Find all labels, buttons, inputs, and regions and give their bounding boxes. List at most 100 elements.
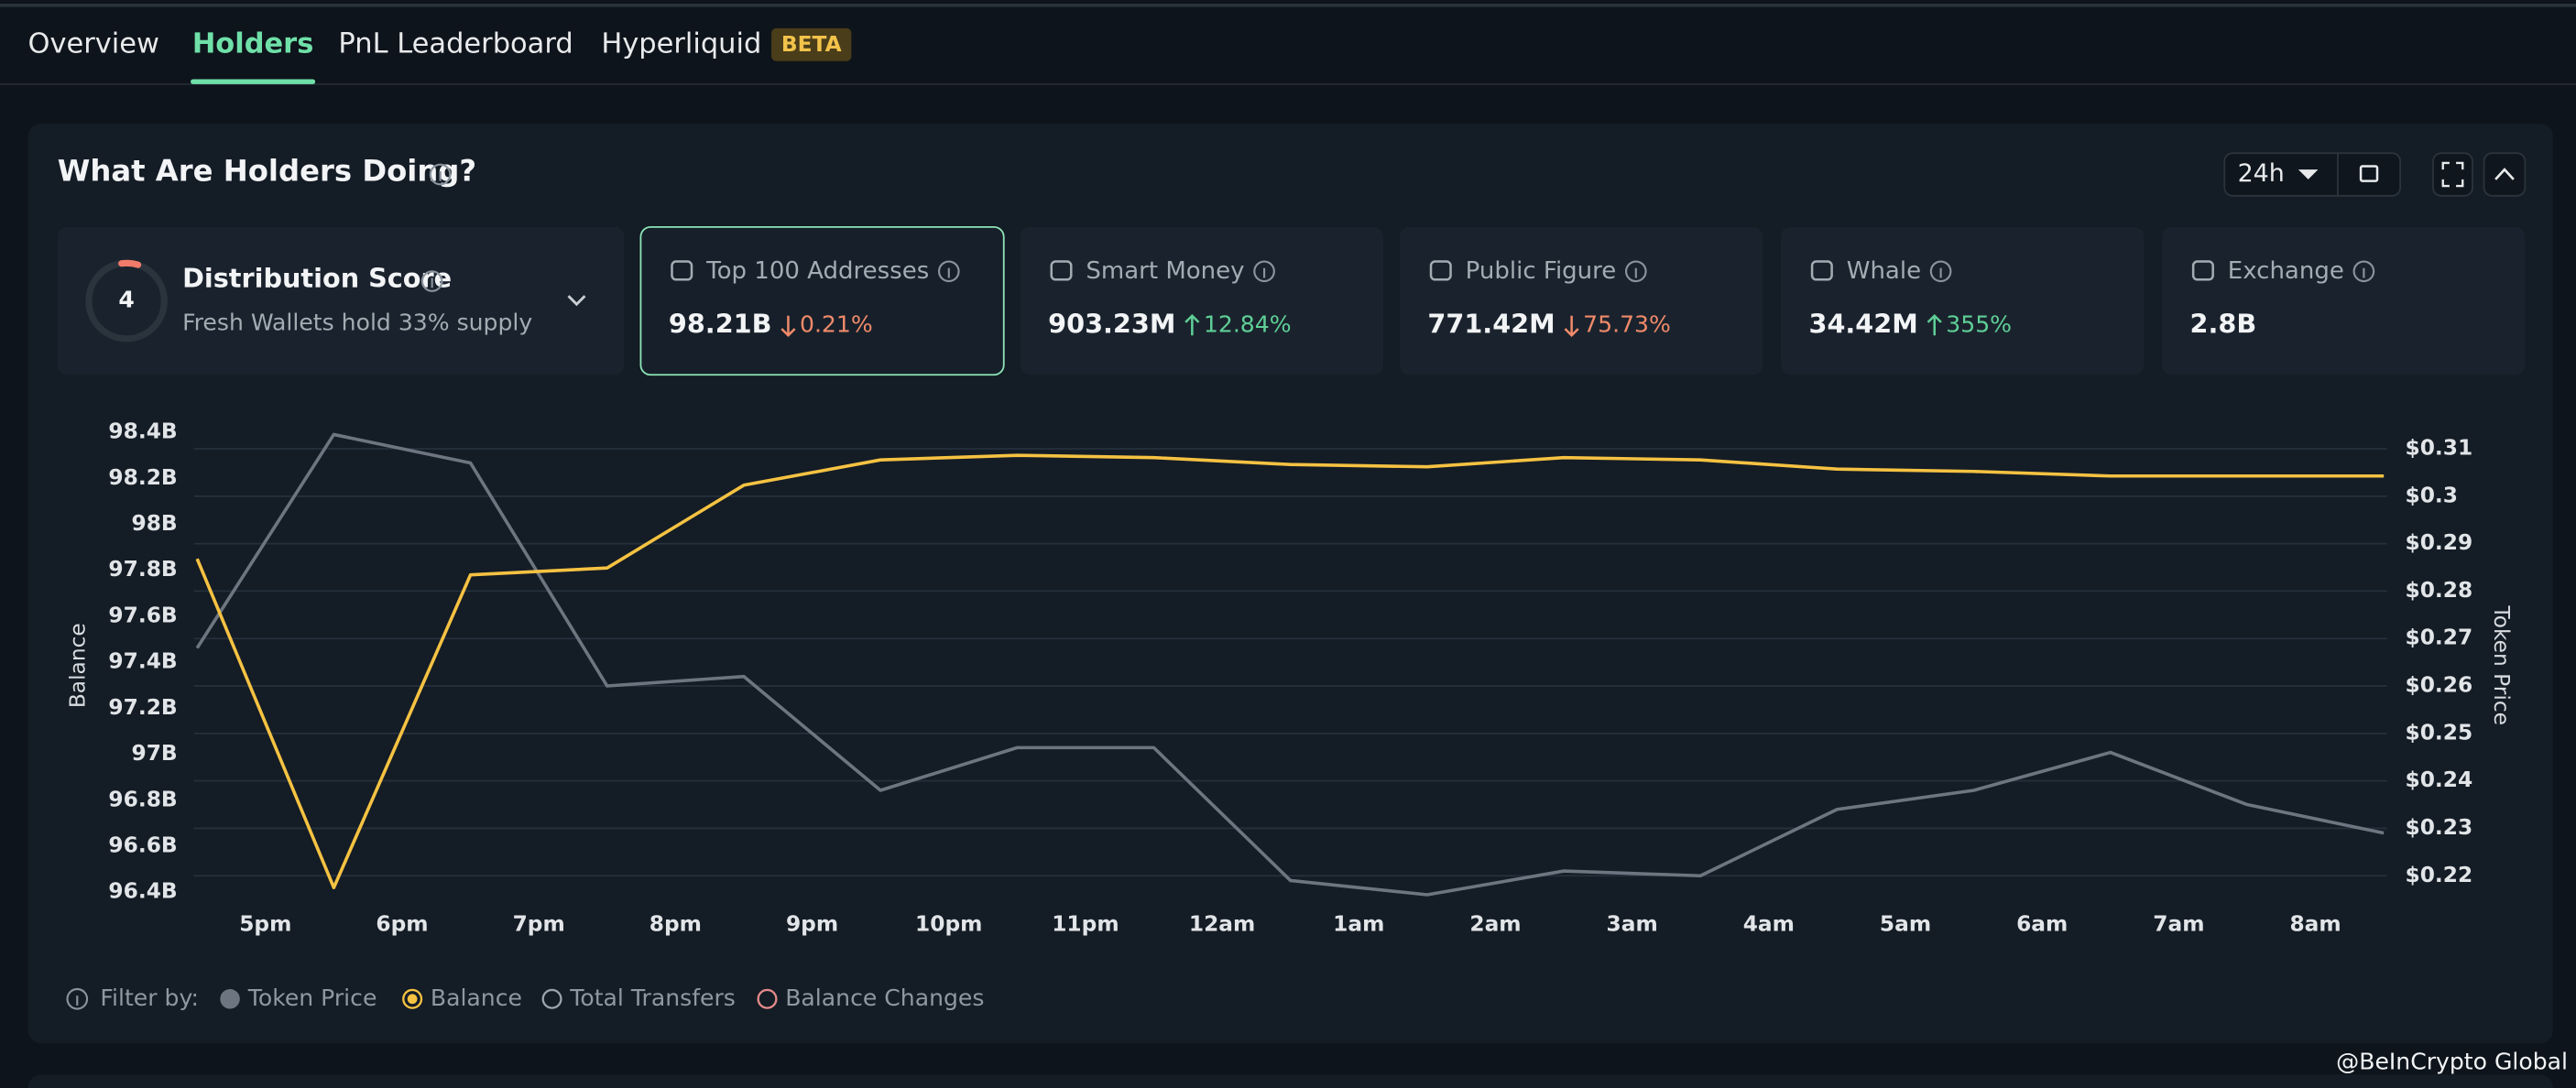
card-value: 903.23M	[1048, 308, 1175, 339]
x-tick-label: 8pm	[649, 912, 702, 937]
y2-tick-label: $0.31	[2405, 435, 2472, 460]
y2-tick-label: $0.29	[2405, 530, 2472, 555]
score: 4	[118, 287, 134, 313]
legend-swatch	[541, 988, 562, 1009]
metric-card[interactable]	[1020, 226, 1384, 375]
metric-card[interactable]	[2162, 226, 2526, 375]
card-name: Exchange	[2228, 257, 2344, 285]
x-tick-label: 9pm	[786, 912, 838, 937]
y-tick-label: 97B	[131, 741, 177, 766]
tab-underline	[191, 79, 316, 84]
card-name: Top 100 Addresses	[705, 257, 929, 285]
x-tick-label: 7am	[2153, 912, 2204, 937]
x-tick-label: 7pm	[513, 912, 565, 937]
card-change: 355%	[1946, 310, 2012, 337]
card-icon	[1050, 260, 1073, 281]
y-tick-label: 98B	[131, 511, 177, 536]
card-value: 771.42M	[1427, 308, 1555, 339]
y2-tick-label: $0.26	[2405, 673, 2472, 698]
legend-swatch	[757, 988, 778, 1009]
legend-label[interactable]: Balance Changes	[785, 985, 984, 1011]
y-tick-label: 98.4B	[108, 419, 177, 444]
tab[interactable]: Hyperliquid	[601, 27, 761, 60]
change-arrow	[1564, 315, 1579, 338]
card-value: 2.8B	[2190, 308, 2257, 339]
range-label[interactable]: 24h	[2238, 159, 2285, 188]
x-tick-label: 4am	[1743, 912, 1795, 937]
card-change: 0.21%	[800, 310, 873, 337]
card-icon	[671, 260, 693, 281]
legend-swatch-dot	[407, 994, 418, 1005]
legend-swatch	[220, 989, 240, 1009]
info-icon	[2352, 260, 2375, 283]
card-value: 34.42M	[1808, 308, 1917, 339]
metric-card[interactable]	[1399, 226, 1763, 375]
x-tick-label: 2am	[1469, 912, 1521, 937]
y-tick-label: 97.8B	[108, 557, 177, 582]
info-icon	[1929, 260, 1952, 283]
card-icon	[2191, 260, 2214, 281]
legend-label[interactable]: Total Transfers	[569, 985, 736, 1011]
next-panel	[27, 1074, 2553, 1088]
series-line	[195, 432, 2385, 897]
y2-tick-label: $0.24	[2405, 767, 2472, 792]
badge	[771, 27, 852, 61]
info-icon	[1624, 260, 1647, 283]
tab[interactable]: Overview	[27, 27, 158, 60]
card-change: 75.73%	[1583, 310, 1671, 337]
y2-tick-label: $0.23	[2405, 815, 2472, 840]
y2-tick-label: $0.3	[2405, 483, 2457, 507]
card-name: Public Figure	[1466, 257, 1617, 285]
x-tick-label: 6am	[2016, 912, 2068, 937]
x-tick-label: 5am	[1880, 912, 1931, 937]
metric-card[interactable]	[1781, 226, 2145, 375]
y-tick-label: 96.6B	[108, 832, 177, 857]
watermark: @BeInCrypto Global	[2336, 1049, 2568, 1075]
filter-label: Filter by:	[100, 985, 199, 1011]
y-tick-label: 96.8B	[108, 787, 177, 811]
range-select[interactable]: 24h	[2223, 152, 2402, 197]
score-card[interactable]: 4 Distribution Score Fresh Wallets hold …	[57, 226, 625, 375]
info-icon	[66, 987, 89, 1010]
tab[interactable]: Holders	[192, 27, 314, 60]
card-icon	[1429, 260, 1452, 281]
y2-tick-label: $0.25	[2405, 720, 2472, 745]
info-icon	[1253, 260, 1275, 283]
score-title: Distribution Score	[182, 262, 452, 293]
score-subtitle: Fresh Wallets hold 33% supply	[182, 310, 532, 336]
legend-swatch	[402, 988, 423, 1009]
fullscreen-button[interactable]	[2432, 152, 2473, 197]
x-tick-label: 1am	[1333, 912, 1384, 937]
badge-label: BETA	[781, 32, 842, 57]
legend-label[interactable]: Token Price	[247, 985, 377, 1011]
x-tick-label: 10pm	[915, 912, 982, 937]
change-arrow	[1927, 313, 1942, 336]
y-axis-label: Balance	[66, 623, 91, 708]
legend-label[interactable]: Balance	[431, 985, 522, 1011]
x-tick-label: 8am	[2289, 912, 2341, 937]
change-arrow	[1184, 313, 1200, 336]
y-tick-label: 97.2B	[108, 695, 177, 720]
y2-tick-label: $0.27	[2405, 626, 2472, 650]
collapse-button[interactable]	[2483, 152, 2527, 197]
y2-tick-label: $0.22	[2405, 863, 2472, 887]
x-tick-label: 12am	[1189, 912, 1255, 937]
x-tick-label: 6pm	[376, 912, 428, 937]
card-name: Smart Money	[1086, 257, 1244, 285]
y2-tick-label: $0.28	[2405, 578, 2472, 603]
y-tick-label: 96.4B	[108, 879, 177, 904]
card-name: Whale	[1847, 257, 1921, 285]
y-tick-label: 97.6B	[108, 603, 177, 627]
x-tick-label: 11pm	[1052, 912, 1119, 937]
info-icon	[429, 163, 452, 186]
y-tick-label: 98.2B	[108, 465, 177, 490]
change-arrow	[780, 315, 796, 338]
card-change: 12.84%	[1204, 310, 1292, 337]
tab[interactable]: PnL Leaderboard	[338, 27, 573, 60]
x-tick-label: 5pm	[239, 912, 291, 937]
info-icon	[937, 260, 960, 283]
y2-axis-label: Token Price	[2489, 604, 2514, 725]
card-icon	[1810, 260, 1833, 281]
metric-card[interactable]	[639, 225, 1005, 376]
